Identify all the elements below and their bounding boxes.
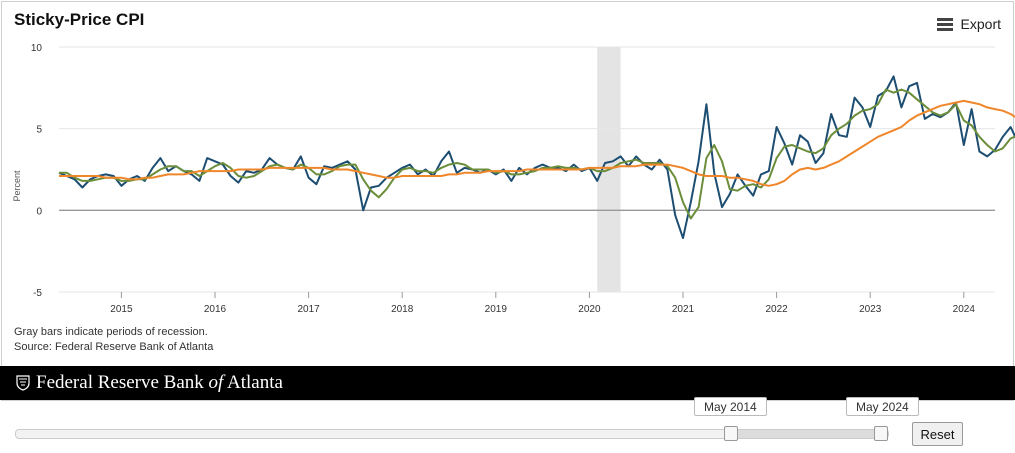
export-button[interactable]: Export	[936, 16, 1001, 32]
x-tick-label: 2016	[204, 304, 227, 315]
y-axis-label: Percent	[12, 170, 22, 202]
brand-logo: Federal Reserve Bank of Atlanta	[36, 372, 283, 393]
x-tick-label: 2021	[672, 304, 695, 315]
chart-container	[1, 1, 1014, 401]
x-tick-labels: 2015 2016 2017 2018 2019 2020 2021 2022 2023 2024	[110, 292, 975, 315]
x-tick-label: 2019	[485, 304, 508, 315]
navigator-right-handle[interactable]	[874, 426, 888, 441]
x-tick-label: 2024	[953, 304, 976, 315]
x-tick-label: 2022	[765, 304, 788, 315]
x-tick-label: 2018	[391, 304, 414, 315]
series-layer	[58, 75, 1015, 240]
menu-icon	[936, 18, 953, 31]
x-tick-label: 2015	[110, 304, 133, 315]
y-tick-label: -5	[33, 288, 42, 299]
footer-bar: Federal Reserve Bank of Atlanta	[0, 366, 1015, 400]
chart-title: Sticky-Price CPI	[14, 10, 145, 29]
end-date-label[interactable]: May 2024	[846, 397, 919, 416]
y-tick-label: 10	[31, 43, 43, 54]
x-tick-label: 2017	[297, 304, 320, 315]
recession-note: Gray bars indicate periods of recession.	[14, 326, 208, 338]
y-tick-label: 5	[36, 125, 42, 136]
series-line-2	[59, 99, 1015, 187]
y-tick-labels: -5 0 5 10	[31, 43, 43, 299]
x-tick-label: 2023	[859, 304, 882, 315]
start-date-label[interactable]: May 2014	[694, 397, 767, 416]
chart-notes: Gray bars indicate periods of recession.…	[14, 325, 213, 355]
reset-button[interactable]: Reset	[912, 422, 963, 446]
navigator-left-handle[interactable]	[724, 426, 738, 441]
series-line-1	[59, 88, 1015, 220]
eagle-logo-icon	[16, 375, 30, 391]
x-tick-label: 2020	[578, 304, 601, 315]
y-tick-label: 0	[36, 206, 42, 217]
export-label: Export	[960, 16, 1001, 32]
navigator-selected-range[interactable]	[731, 430, 881, 438]
series-line-0	[58, 75, 1015, 240]
source-note: Source: Federal Reserve Bank of Atlanta	[14, 341, 214, 353]
navigator-track[interactable]	[15, 429, 889, 439]
